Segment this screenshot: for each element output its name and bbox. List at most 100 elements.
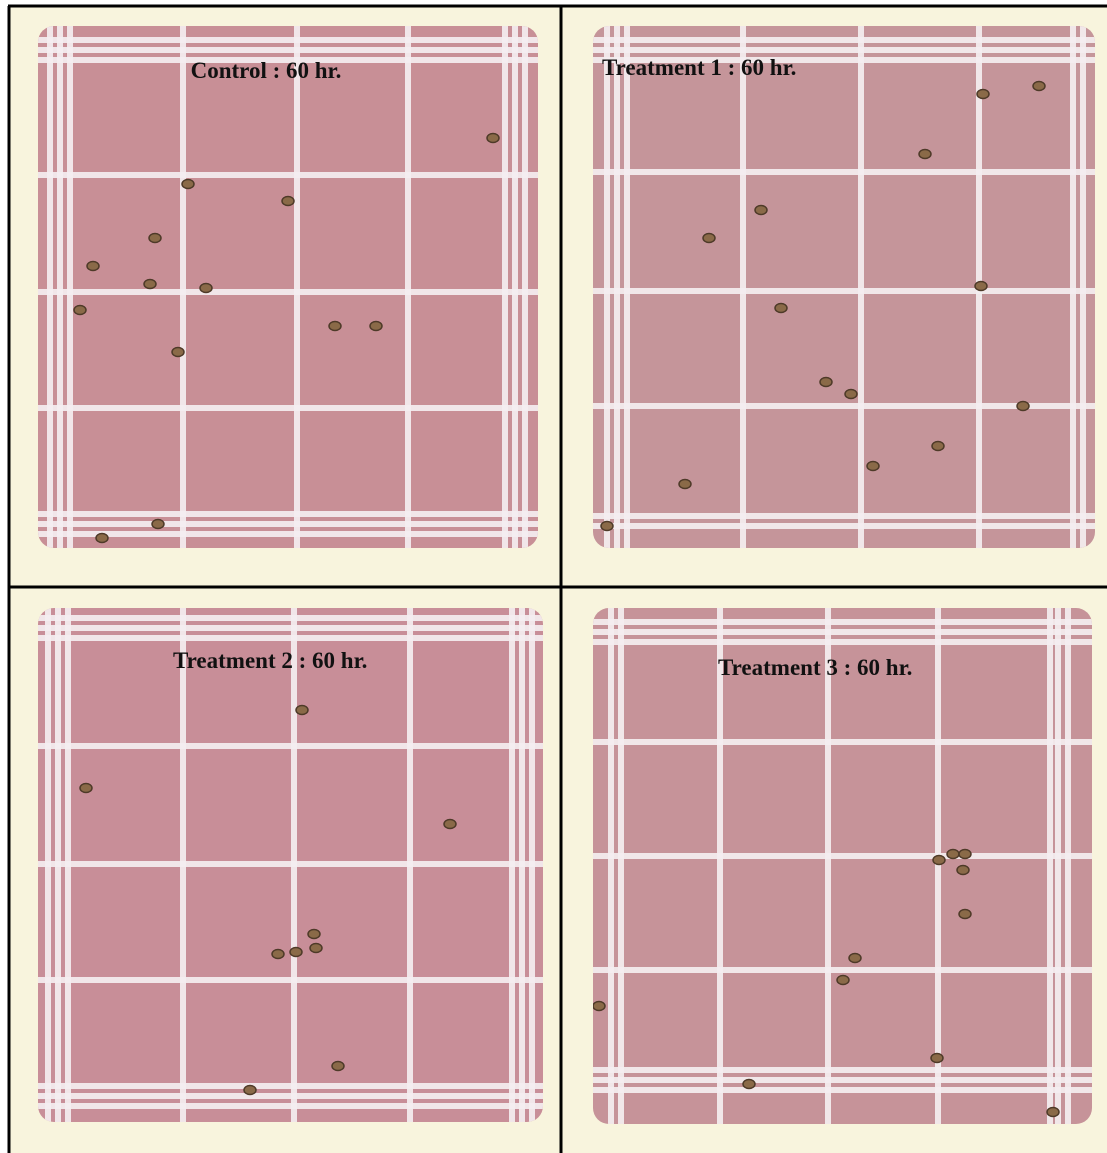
counting-grid-line	[67, 26, 73, 548]
cell	[487, 134, 499, 143]
counting-grid-line	[1055, 608, 1061, 1124]
cell	[182, 180, 194, 189]
micrograph	[38, 26, 538, 548]
cell	[837, 976, 849, 985]
counting-grid-line	[38, 511, 538, 517]
counting-grid-line	[57, 26, 63, 548]
counting-grid-line	[38, 1093, 543, 1099]
counting-grid-line	[512, 26, 518, 548]
counting-grid-line	[38, 615, 543, 621]
counting-grid-line	[593, 967, 1092, 973]
cell	[1047, 1108, 1059, 1117]
counting-grid-line	[38, 172, 538, 178]
cell	[743, 1080, 755, 1089]
cell	[1017, 402, 1029, 411]
counting-grid-line	[47, 26, 53, 548]
counting-grid-line	[717, 608, 723, 1124]
counting-grid-line	[740, 26, 746, 548]
cell	[144, 280, 156, 289]
counting-grid-line	[593, 1077, 1092, 1083]
cell	[820, 378, 832, 387]
counting-grid-line	[593, 37, 1095, 43]
cell	[444, 820, 456, 829]
cell	[931, 1054, 943, 1063]
cell	[755, 206, 767, 215]
cell	[679, 480, 691, 489]
counting-grid-line	[38, 37, 538, 43]
counting-grid-line	[38, 1083, 543, 1089]
counting-grid-line	[825, 608, 831, 1124]
cell	[959, 910, 971, 919]
figure: Control : 60 hr. Treatment 1 : 60 hr. Tr…	[0, 0, 1107, 1153]
cell	[975, 282, 987, 291]
cell	[96, 534, 108, 543]
cell	[703, 234, 715, 243]
cell	[200, 284, 212, 293]
counting-grid-line	[935, 608, 941, 1124]
counting-grid-line	[593, 523, 1095, 529]
counting-grid-line	[38, 531, 538, 537]
cell	[932, 442, 944, 451]
cell	[959, 850, 971, 859]
cell	[977, 90, 989, 99]
counting-grid-line	[502, 26, 508, 548]
cell	[149, 234, 161, 243]
cell	[933, 856, 945, 865]
micrograph	[593, 26, 1095, 548]
counting-grid-line	[593, 288, 1095, 294]
counting-grid-line	[593, 1067, 1092, 1073]
cell	[80, 784, 92, 793]
counting-grid-line	[593, 169, 1095, 175]
counting-grid-line	[1070, 26, 1076, 548]
counting-grid-line	[38, 521, 538, 527]
counting-grid-line	[593, 47, 1095, 53]
counting-grid-line	[593, 853, 1092, 859]
panel-label: Treatment 2 : 60 hr.	[173, 648, 367, 673]
counting-grid-line	[294, 26, 300, 548]
cell	[919, 150, 931, 159]
counting-grid-line	[38, 405, 538, 411]
counting-grid-line	[604, 26, 610, 548]
counting-grid-line	[38, 743, 543, 749]
micrograph	[38, 608, 543, 1122]
cell	[172, 348, 184, 357]
counting-grid-line	[624, 26, 630, 548]
cell	[152, 520, 164, 529]
cell	[308, 930, 320, 939]
counting-grid-line	[618, 608, 624, 1124]
cell	[867, 462, 879, 471]
counting-grid-line	[593, 639, 1092, 645]
cell	[282, 197, 294, 206]
cell	[593, 1002, 605, 1011]
cell	[957, 866, 969, 875]
cell	[272, 950, 284, 959]
cell	[296, 706, 308, 715]
counting-grid-line	[180, 26, 186, 548]
cell	[244, 1086, 256, 1095]
counting-grid-line	[1080, 26, 1086, 548]
counting-grid-line	[38, 635, 543, 641]
counting-grid-line	[405, 26, 411, 548]
cell	[329, 322, 341, 331]
counting-grid-line	[858, 26, 864, 548]
counting-grid-line	[593, 619, 1092, 625]
cell	[845, 390, 857, 399]
cell	[947, 850, 959, 859]
counting-grid-line	[608, 608, 614, 1124]
panel-label: Control : 60 hr.	[191, 58, 342, 83]
counting-grid-line	[593, 629, 1092, 635]
cell	[775, 304, 787, 313]
micrograph	[593, 608, 1092, 1124]
counting-grid-line	[1065, 608, 1071, 1124]
counting-grid-line	[38, 1103, 543, 1109]
counting-grid-line	[593, 739, 1092, 745]
cell	[1033, 82, 1045, 91]
cell	[332, 1062, 344, 1071]
cell	[370, 322, 382, 331]
micrograph-background	[593, 26, 1095, 548]
counting-grid-line	[593, 513, 1095, 519]
cell	[849, 954, 861, 963]
cell	[601, 522, 613, 531]
counting-grid-line	[38, 47, 538, 53]
counting-grid-line	[38, 625, 543, 631]
